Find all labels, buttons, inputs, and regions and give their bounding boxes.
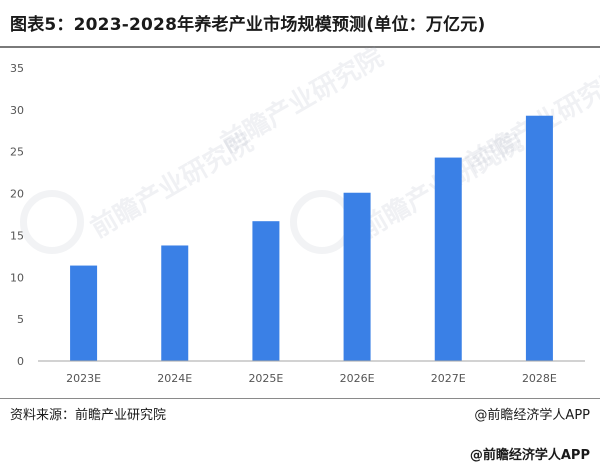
bar-2024E bbox=[161, 245, 189, 361]
title-divider bbox=[0, 46, 600, 48]
y-axis: 0 5 10 15 20 25 30 35 bbox=[10, 62, 24, 368]
x-tick-label: 2024E bbox=[157, 372, 192, 385]
y-tick-label: 10 bbox=[10, 271, 24, 284]
y-tick-label: 30 bbox=[10, 104, 24, 117]
x-tick-label: 2023E bbox=[66, 372, 101, 385]
bar-2027E bbox=[434, 157, 462, 361]
y-tick-label: 35 bbox=[10, 62, 24, 75]
bar-2026E bbox=[343, 192, 371, 361]
bar-2028E bbox=[525, 115, 553, 362]
bar-2025E bbox=[252, 221, 280, 361]
bars bbox=[70, 115, 553, 362]
y-tick-label: 25 bbox=[10, 146, 24, 159]
y-tick-label: 0 bbox=[17, 355, 24, 368]
footer-credit: @前瞻经济学人APP bbox=[469, 448, 590, 463]
y-tick-label: 5 bbox=[17, 313, 24, 326]
chart-title: 图表5：2023-2028年养老产业市场规模预测(单位：万亿元) bbox=[10, 15, 486, 35]
bar-2023E bbox=[70, 265, 98, 361]
credit-label: @前瞻经济学人APP bbox=[474, 408, 590, 423]
x-tick-label: 2028E bbox=[522, 372, 557, 385]
source-note: 资料来源：前瞻产业研究院 bbox=[10, 408, 167, 423]
bar-chart: 0 5 10 15 20 25 30 35 2023E 2024E 2025E 2026E 2027E… bbox=[10, 62, 585, 385]
x-tick-label: 2025E bbox=[248, 372, 283, 385]
x-axis: 2023E 2024E 2025E 2026E 2027E 2028E bbox=[38, 360, 585, 385]
y-tick-label: 15 bbox=[10, 229, 24, 242]
x-tick-label: 2027E bbox=[431, 372, 466, 385]
y-tick-label: 20 bbox=[10, 188, 24, 201]
footer-divider bbox=[0, 398, 600, 399]
x-tick-label: 2026E bbox=[340, 372, 375, 385]
